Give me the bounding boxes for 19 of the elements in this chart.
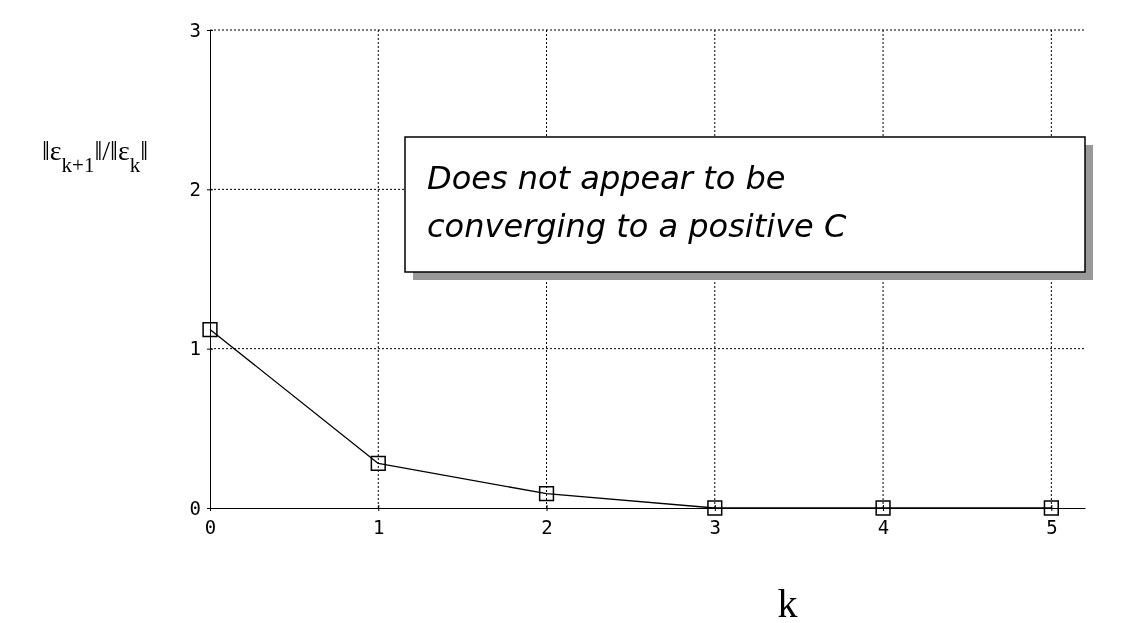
point bbox=[875, 500, 891, 516]
y-tick-label: 3 bbox=[189, 18, 201, 41]
annotation: Does not appear to be converging to a positive C bbox=[427, 159, 847, 245]
y-tick-label: 0 bbox=[189, 496, 201, 519]
point bbox=[370, 455, 386, 472]
x-tick-label: 3 bbox=[709, 516, 722, 539]
x-tick-label: 2 bbox=[541, 516, 553, 539]
y-axis-title: ‖ε$_{k+1}$‖/‖ε$_{k}$‖ bbox=[41, 135, 149, 177]
point bbox=[538, 486, 555, 502]
y-tick-label: 2 bbox=[189, 177, 201, 200]
y-tick-label: 1 bbox=[189, 337, 201, 360]
point bbox=[202, 321, 218, 338]
x-axis-title: k bbox=[777, 581, 798, 623]
point bbox=[707, 500, 723, 516]
x-tick-label: 5 bbox=[1046, 516, 1058, 539]
x-tick-label: 0 bbox=[204, 516, 217, 539]
point bbox=[1043, 500, 1059, 516]
x-tick-label: 4 bbox=[877, 516, 890, 539]
x-tick-label: 1 bbox=[373, 516, 385, 539]
